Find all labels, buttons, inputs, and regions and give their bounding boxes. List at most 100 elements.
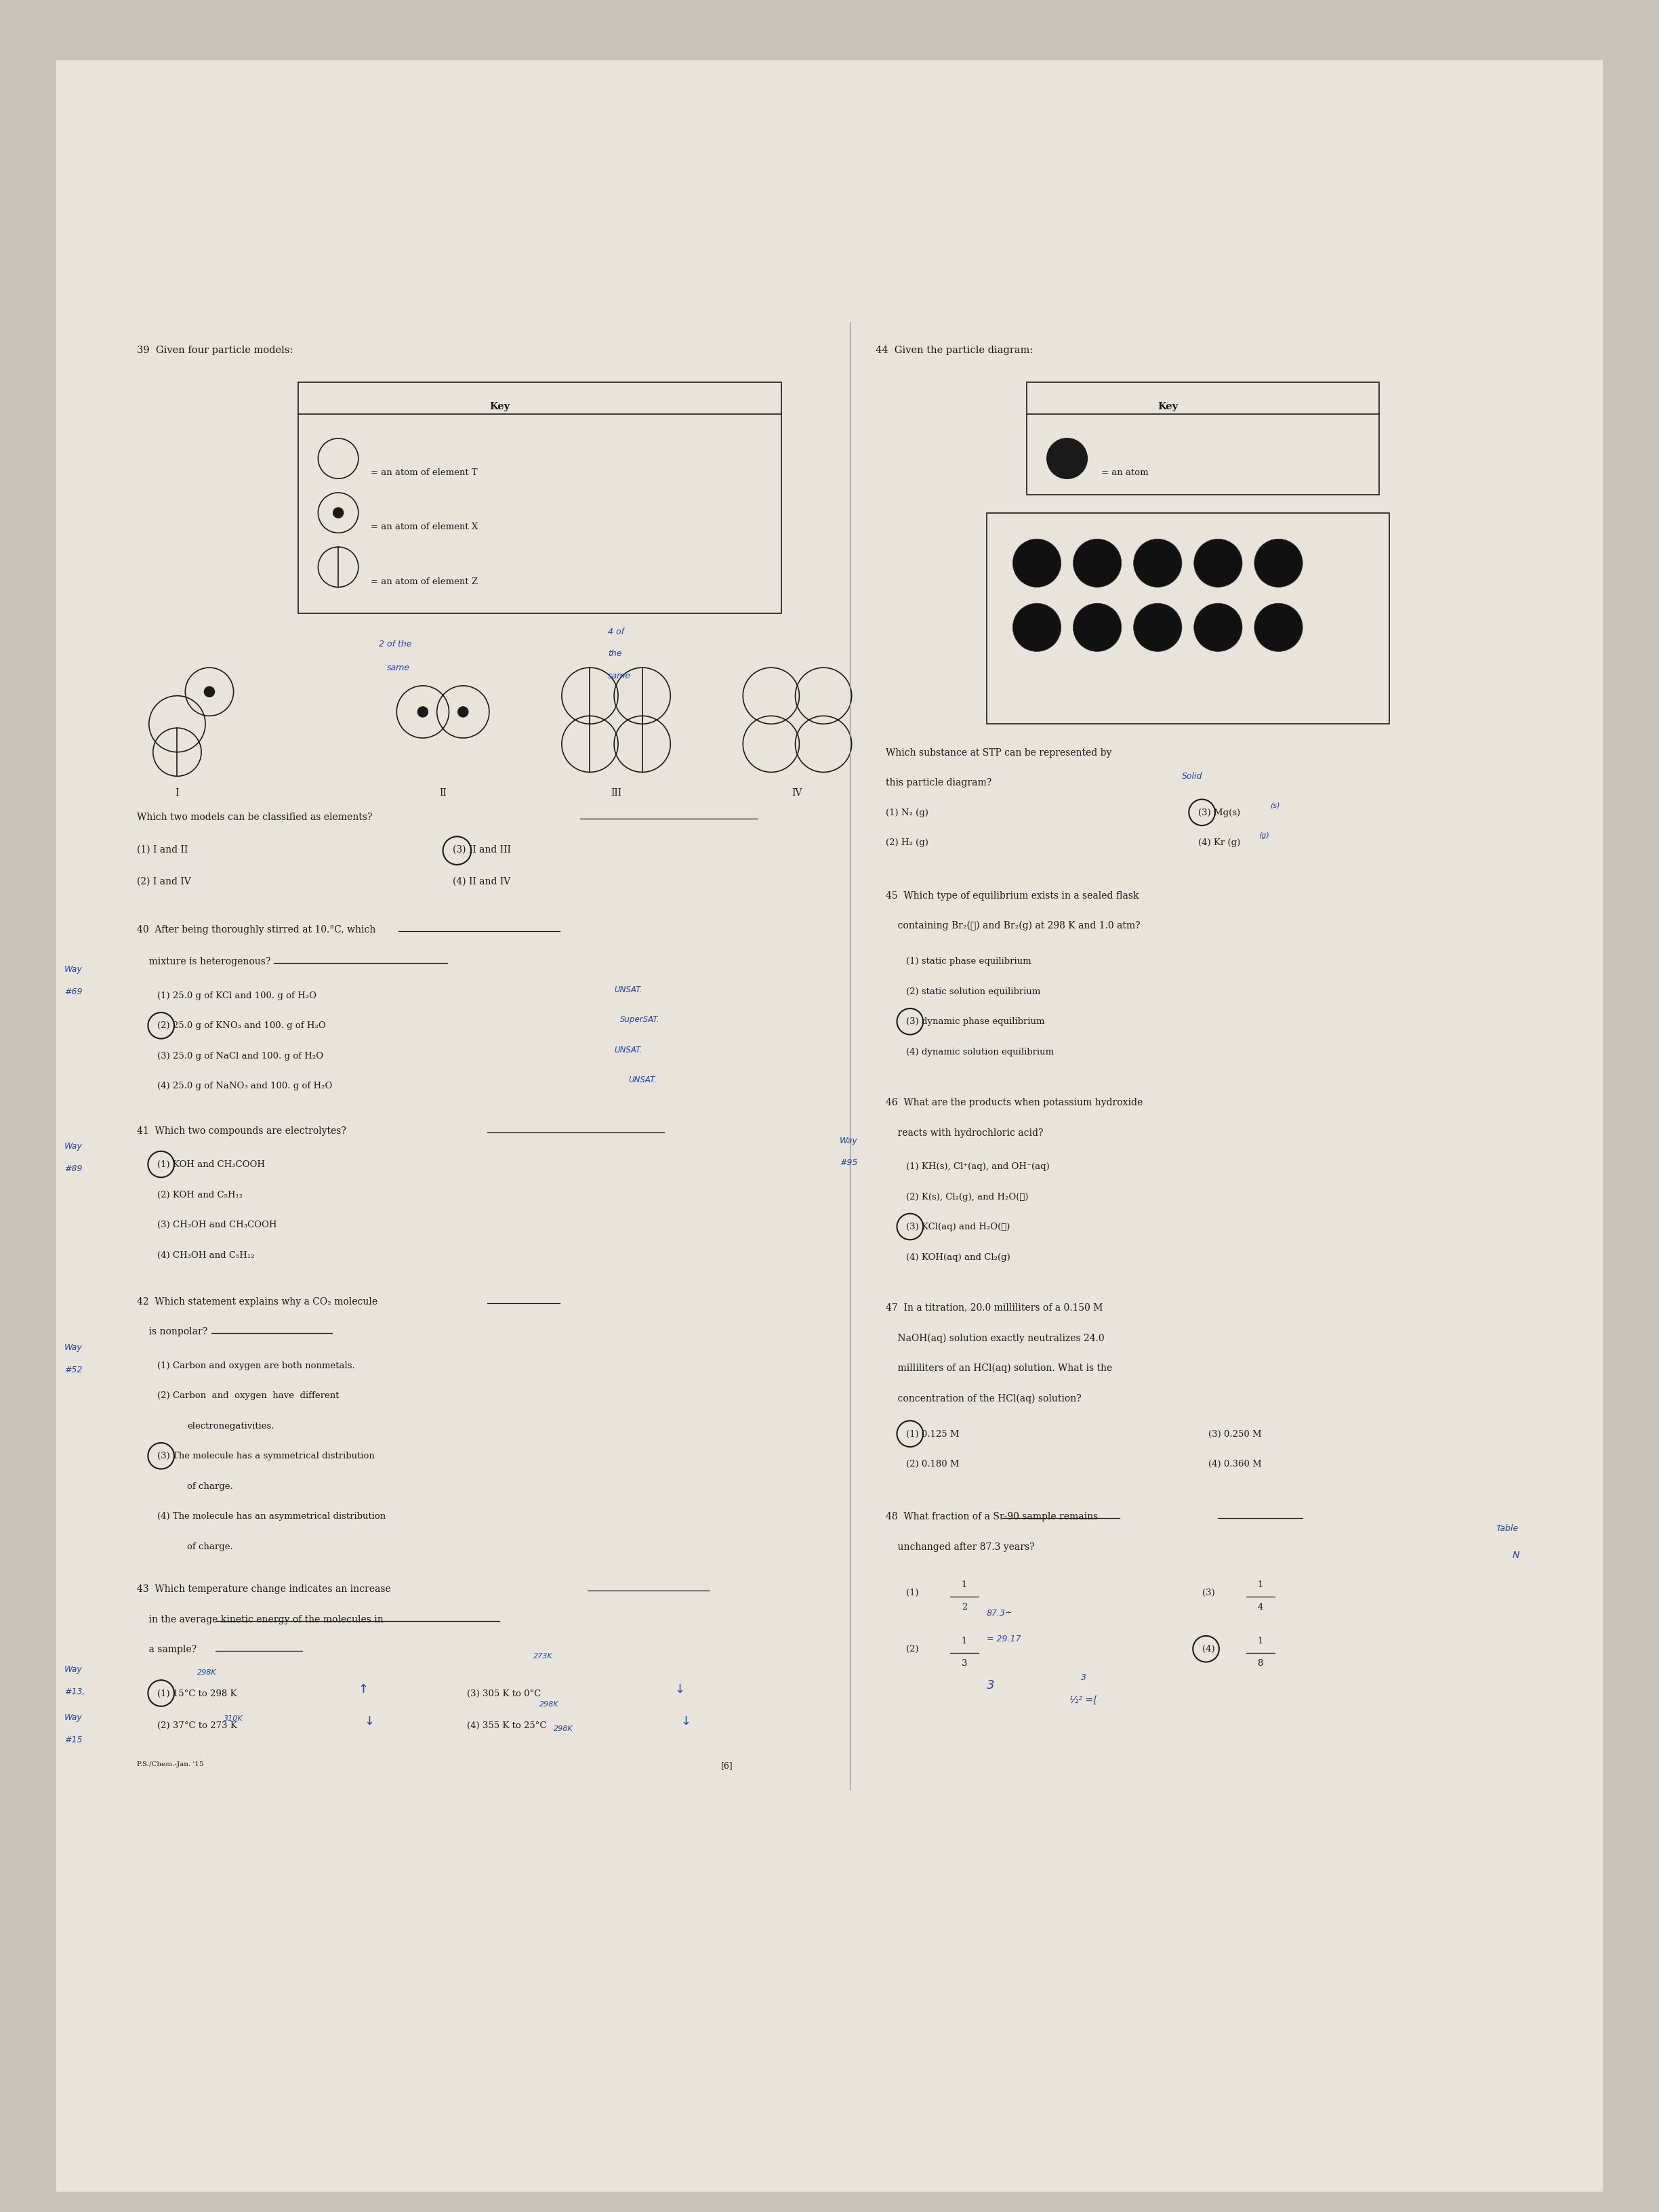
Text: unchanged after 87.3 years?: unchanged after 87.3 years? [886,1542,1035,1553]
Text: P.S./Chem.-Jan. '15: P.S./Chem.-Jan. '15 [138,1761,204,1767]
Text: 3: 3 [962,1659,967,1668]
Text: (3) Mg(s): (3) Mg(s) [1198,807,1239,816]
Text: (1) KOH and CH₃COOH: (1) KOH and CH₃COOH [158,1161,265,1170]
Text: Which substance at STP can be represented by: Which substance at STP can be represente… [886,748,1112,757]
Text: #89: #89 [65,1164,83,1172]
Text: Way: Way [65,1714,83,1723]
Text: 46  What are the products when potassium hydroxide: 46 What are the products when potassium … [886,1097,1143,1108]
Text: 310K: 310K [224,1714,242,1723]
Circle shape [418,708,428,717]
Text: (4): (4) [1203,1646,1214,1655]
Text: electronegativities.: electronegativities. [187,1422,274,1431]
Text: in the average kinetic energy of the molecules in: in the average kinetic energy of the mol… [138,1615,383,1624]
Text: this particle diagram?: this particle diagram? [886,779,992,787]
Circle shape [1133,604,1181,653]
Text: milliliters of an HCl(aq) solution. What is the: milliliters of an HCl(aq) solution. What… [886,1363,1113,1374]
Text: Solid: Solid [1181,772,1203,781]
Text: (4) 355 K to 25°C: (4) 355 K to 25°C [468,1721,547,1730]
Text: reacts with hydrochloric acid?: reacts with hydrochloric acid? [886,1128,1044,1137]
Text: (1) 25.0 g of KCl and 100. g of H₂O: (1) 25.0 g of KCl and 100. g of H₂O [158,991,317,1000]
Circle shape [1254,604,1302,653]
Text: ↓: ↓ [365,1714,375,1728]
Text: mixture is heterogenous?: mixture is heterogenous? [138,958,270,967]
Text: ↑: ↑ [358,1683,368,1694]
Text: of charge.: of charge. [187,1542,234,1551]
Text: of charge.: of charge. [187,1482,234,1491]
Text: 1: 1 [962,1582,967,1590]
Text: Way: Way [65,1141,83,1150]
Text: (4) KOH(aq) and Cl₂(g): (4) KOH(aq) and Cl₂(g) [906,1252,1010,1261]
Text: #69: #69 [65,987,83,995]
Text: (2) K(s), Cl₂(g), and H₂O(ℓ): (2) K(s), Cl₂(g), and H₂O(ℓ) [906,1192,1029,1201]
Text: II: II [440,787,446,799]
Text: (2) 0.180 M: (2) 0.180 M [906,1460,959,1469]
Circle shape [1012,540,1062,586]
Text: (3) KCl(aq) and H₂O(ℓ): (3) KCl(aq) and H₂O(ℓ) [906,1223,1010,1232]
Text: (4) CH₃OH and C₅H₁₂: (4) CH₃OH and C₅H₁₂ [158,1250,254,1259]
FancyBboxPatch shape [56,60,1603,2192]
Text: (4) II and IV: (4) II and IV [453,876,511,887]
Text: Way: Way [65,964,83,973]
Text: UNSAT.: UNSAT. [614,984,642,993]
Circle shape [333,509,343,518]
Text: (2) H₂ (g): (2) H₂ (g) [886,838,929,847]
Circle shape [1194,604,1243,653]
Text: (2) 25.0 g of KNO₃ and 100. g of H₂O: (2) 25.0 g of KNO₃ and 100. g of H₂O [158,1022,325,1031]
Text: 1: 1 [1258,1637,1262,1646]
Text: (2) 37°C to 273 K: (2) 37°C to 273 K [158,1721,237,1730]
Text: ↓: ↓ [680,1714,690,1728]
Text: ↓: ↓ [675,1683,685,1694]
Text: #15: #15 [65,1736,83,1745]
Text: 4: 4 [1258,1604,1262,1613]
Text: 298K: 298K [197,1670,217,1677]
Text: containing Br₂(ℓ) and Br₂(g) at 298 K and 1.0 atm?: containing Br₂(ℓ) and Br₂(g) at 298 K an… [886,920,1140,931]
Text: = an atom: = an atom [1102,469,1148,478]
Text: 48  What fraction of a Sr-90 sample remains: 48 What fraction of a Sr-90 sample remai… [886,1513,1098,1522]
Text: Key: Key [489,403,509,411]
Text: (1) Carbon and oxygen are both nonmetals.: (1) Carbon and oxygen are both nonmetals… [158,1360,355,1369]
Text: UNSAT.: UNSAT. [629,1075,657,1084]
Text: (2): (2) [906,1646,919,1655]
Text: (1) static phase equilibrium: (1) static phase equilibrium [906,958,1032,967]
Text: 87.3÷: 87.3÷ [987,1608,1012,1617]
Circle shape [1254,540,1302,586]
Text: 41  Which two compounds are electrolytes?: 41 Which two compounds are electrolytes? [138,1126,347,1135]
Text: (1) I and II: (1) I and II [138,845,187,854]
Text: = 29.17: = 29.17 [987,1635,1020,1644]
Text: I: I [176,787,179,799]
Text: (3): (3) [1203,1588,1214,1597]
Text: same: same [609,672,630,681]
Text: NaOH(aq) solution exactly neutralizes 24.0: NaOH(aq) solution exactly neutralizes 24… [886,1334,1105,1343]
Text: ½² =[: ½² =[ [1068,1694,1097,1705]
Text: Table: Table [1496,1524,1518,1533]
Text: concentration of the HCl(aq) solution?: concentration of the HCl(aq) solution? [886,1394,1082,1402]
Text: 40  After being thoroughly stirred at 10.°C, which: 40 After being thoroughly stirred at 10.… [138,925,375,933]
Text: 47  In a titration, 20.0 milliliters of a 0.150 M: 47 In a titration, 20.0 milliliters of a… [886,1303,1103,1312]
Text: (2) I and IV: (2) I and IV [138,876,191,887]
Text: 273K: 273K [534,1652,552,1659]
Text: #52: #52 [65,1365,83,1374]
Text: same: same [387,664,410,672]
Text: Key: Key [1158,403,1178,411]
Text: (4) 0.360 M: (4) 0.360 M [1208,1460,1261,1469]
Text: (s): (s) [1271,803,1281,810]
Text: 298K: 298K [554,1725,572,1732]
Text: (3) 0.250 M: (3) 0.250 M [1208,1429,1261,1438]
Text: 1: 1 [1258,1582,1262,1590]
Text: UNSAT.: UNSAT. [614,1046,642,1055]
Text: Which two models can be classified as elements?: Which two models can be classified as el… [138,812,372,823]
Circle shape [1047,438,1087,478]
Text: (1) 15°C to 298 K: (1) 15°C to 298 K [158,1690,237,1699]
Text: (2) KOH and C₅H₁₂: (2) KOH and C₅H₁₂ [158,1190,242,1199]
Text: [6]: [6] [720,1761,733,1770]
Text: (3) dynamic phase equilibrium: (3) dynamic phase equilibrium [906,1018,1045,1026]
Text: (2) static solution equilibrium: (2) static solution equilibrium [906,987,1040,995]
Text: (1) 0.125 M: (1) 0.125 M [906,1429,959,1438]
Circle shape [1012,604,1062,653]
Text: = an atom of element X: = an atom of element X [370,522,478,531]
Text: a sample?: a sample? [138,1646,197,1655]
Text: (4) 25.0 g of NaNO₃ and 100. g of H₂O: (4) 25.0 g of NaNO₃ and 100. g of H₂O [158,1082,332,1091]
Text: 8: 8 [1258,1659,1262,1668]
Text: 45  Which type of equilibrium exists in a sealed flask: 45 Which type of equilibrium exists in a… [886,891,1140,900]
Text: 2 of the: 2 of the [378,639,411,648]
